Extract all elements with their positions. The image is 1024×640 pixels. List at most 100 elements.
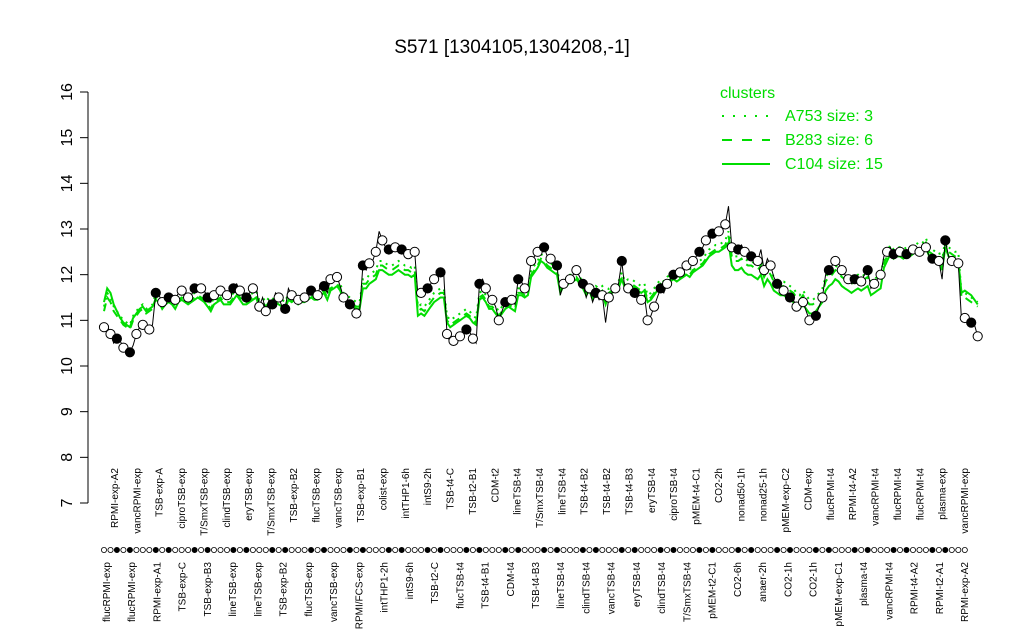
rug-mark [715,547,722,554]
rug-mark [929,547,936,554]
rug-mark [314,547,321,554]
data-point [603,292,614,303]
data-point [150,287,161,298]
data-points [98,219,983,358]
x-label-top: T/SmxTSB-exp [267,468,278,536]
rug-mark [579,547,586,554]
rug-mark [437,547,444,554]
data-point [694,246,705,257]
x-label-bottom: TSB-exp-B3 [203,562,214,617]
rug-mark [961,547,968,554]
rug-mark [618,547,625,554]
y-tick-label: 16 [59,83,76,101]
data-point [713,226,724,237]
x-label-top: vancTSB-exp [334,468,345,528]
rug-mark [359,547,366,554]
rug-mark [761,547,768,554]
x-label-top: flucRPMI-t4 [826,468,837,521]
rug-mark [728,547,735,554]
x-label-bottom: TSB-t4-B3 [531,562,542,609]
data-point [176,285,187,296]
rug-mark [664,547,671,554]
rug-mark [631,547,638,554]
rug-mark [625,547,632,554]
x-label-top: clindTSB-exp [222,468,233,528]
data-point [966,317,977,328]
data-point [869,278,880,289]
rug-mark [528,547,535,554]
data-point [461,324,472,335]
x-label-bottom: T/SmxTSB-t4 [682,562,693,622]
data-point [571,265,582,276]
x-label-bottom: clindTSB-t4 [657,562,668,614]
data-point [539,242,550,253]
data-point [429,274,440,285]
data-point [920,242,932,253]
data-point [312,290,323,301]
data-point [778,285,789,296]
data-point [616,255,627,267]
data-point [687,255,699,267]
x-label-bottom: TSB-t2-C [430,562,441,604]
rug-mark [346,547,353,554]
x-label-bottom: flucRPMI-exp [102,562,113,622]
rug-mark [670,547,677,554]
x-label-top: TSB-t4-B2 [580,468,591,515]
y-tick-label: 14 [59,174,76,192]
rug-mark [113,547,120,554]
data-point [480,283,491,294]
x-label-top: eryTSB-t4 [647,468,658,513]
rug-mark [243,547,250,554]
rug-mark [948,547,955,554]
rug-mark [605,547,612,554]
rug-mark [101,547,108,554]
rug-mark [107,547,114,554]
data-point [260,306,271,317]
data-point [467,333,478,344]
data-point [662,278,673,289]
data-point [234,285,245,296]
series-line-3 [103,240,979,329]
data-point [642,315,653,326]
rug-mark [612,547,619,554]
rug-mark [275,547,282,554]
x-axis-labels: RPMI-exp-A2 vancRPMI-exp TSB-exp-A ciproTSB… [102,468,971,630]
rug-mark [735,547,742,554]
x-label-bottom: intTHP1-2h [380,562,391,613]
rug-mark [146,547,153,554]
rug-mark [696,547,703,554]
data-point [649,301,660,312]
x-label-top: TSB-exp-A [155,468,166,517]
data-point [700,235,712,246]
x-label-bottom: RPMI-exp-A1 [153,562,164,622]
data-point [526,255,537,267]
rug-mark [890,547,897,554]
x-label-top: nonad25-1h [759,468,770,521]
data-point [519,283,530,294]
rug-mark [198,547,205,554]
data-point [370,246,381,257]
x-label-bottom: eryTSB-t4 [632,562,643,607]
rug-mark [586,547,593,554]
x-label-bottom: lineTSB-exp [253,562,264,617]
x-label-top: lineTSB-t4 [513,468,524,515]
y-tick-label: 12 [59,266,76,284]
data-point [454,331,466,342]
y-tick-label: 15 [59,129,76,147]
x-label-bottom: RPMI-t2-A1 [935,562,946,615]
x-label-bottom: vancTSB-t4 [607,562,618,615]
data-point [830,255,841,267]
rug-mark [295,547,302,554]
data-point [545,253,556,264]
x-label-bottom: CO2-6h [733,562,744,597]
x-label-bottom: plasma-t4 [859,562,870,606]
data-point [953,258,964,269]
x-label-bottom: TSB-t4-B1 [481,562,492,609]
rug-mark [411,547,418,554]
data-point [513,274,524,285]
y-tick-label: 9 [59,407,76,416]
rug-mark [327,547,334,554]
x-label-top: colist-exp [378,468,389,511]
rug-mark [204,547,211,554]
data-point [810,310,822,321]
